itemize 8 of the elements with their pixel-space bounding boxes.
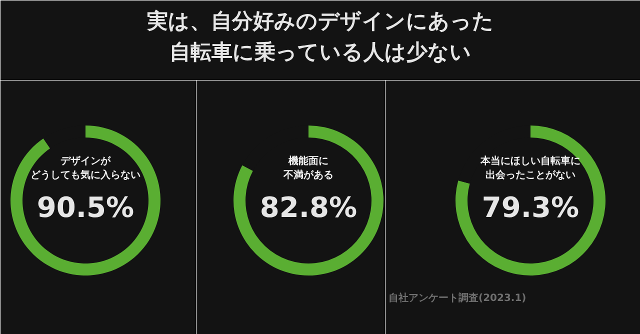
data-label: 90.5%	[36, 191, 134, 224]
slice-label: デザインがどうしても気に入らない	[30, 154, 140, 182]
data-label: 79.3%	[482, 191, 580, 224]
text: 実は、自分好みのデザインにあった自転車に乗っている人は少ない	[146, 8, 494, 64]
slice-label: 機能面に不満がある	[282, 154, 334, 182]
text: 自社アンケート調査(2023.1)	[388, 292, 526, 304]
data-label: 82.8%	[260, 191, 358, 224]
slice-label: 本当にほしい自転車に出会ったことがない	[480, 154, 580, 182]
